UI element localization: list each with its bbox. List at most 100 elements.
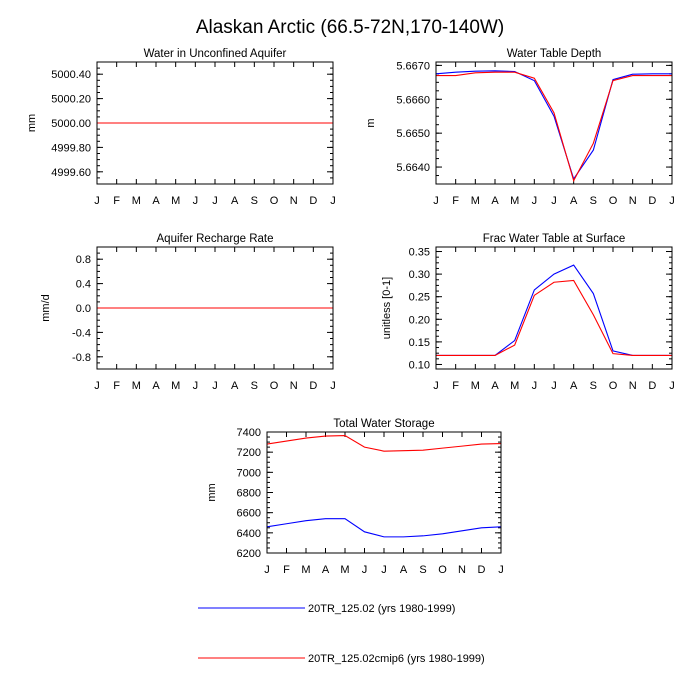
x-tick-label: J	[498, 564, 504, 576]
y-tick-label: 0.15	[409, 337, 430, 349]
x-tick-label: J	[264, 564, 270, 576]
x-tick-label: S	[251, 380, 258, 392]
y-tick-label: 4999.60	[51, 167, 91, 179]
x-tick-label: J	[193, 195, 199, 207]
x-tick-label: D	[309, 380, 317, 392]
x-tick-label: J	[669, 380, 675, 392]
panel-title: Frac Water Table at Surface	[483, 233, 626, 245]
y-tick-label: 0.20	[409, 314, 430, 326]
x-tick-label: N	[290, 195, 298, 207]
x-tick-label: F	[452, 380, 459, 392]
series-line-run2	[436, 279, 672, 356]
x-tick-label: J	[212, 195, 218, 207]
x-tick-label: M	[132, 380, 141, 392]
y-tick-label: 5.6640	[396, 162, 430, 174]
y-tick-label: 6200	[237, 548, 261, 560]
x-tick-label: A	[491, 380, 499, 392]
x-tick-label: D	[648, 195, 656, 207]
x-tick-label: S	[590, 380, 597, 392]
series-line-run1	[436, 264, 672, 356]
x-tick-label: O	[270, 380, 279, 392]
x-tick-label: J	[669, 195, 675, 207]
plot-frame	[435, 61, 673, 185]
y-tick-label: 7000	[237, 467, 261, 479]
y-tick-label: 5000.00	[51, 118, 91, 130]
y-tick-label: 6400	[237, 528, 261, 540]
x-tick-label: M	[510, 380, 519, 392]
x-tick-label: M	[471, 195, 480, 207]
x-tick-label: F	[113, 380, 120, 392]
x-tick-label: M	[171, 195, 180, 207]
x-tick-label: A	[570, 380, 578, 392]
series-line-run2	[266, 434, 502, 452]
x-tick-label: O	[609, 195, 618, 207]
y-tick-label: 0.10	[409, 359, 430, 371]
y-axis-label: unitless [0-1]	[381, 277, 393, 339]
plot-frame	[96, 246, 334, 370]
y-tick-label: 7200	[237, 447, 261, 459]
x-tick-label: D	[478, 564, 486, 576]
y-tick-label: 0.25	[409, 292, 430, 304]
x-tick-label: M	[510, 195, 519, 207]
x-tick-label: M	[471, 380, 480, 392]
y-tick-label: 0.8	[76, 254, 91, 266]
x-tick-label: N	[629, 195, 637, 207]
x-tick-label: J	[551, 380, 557, 392]
panel-frac-water-table-at-surface: Frac Water Table at Surface unitless [0-1…	[381, 233, 675, 392]
legend: 20TR_125.02 (yrs 1980-1999) 20TR_125.02c…	[198, 603, 485, 665]
x-tick-label: M	[340, 564, 349, 576]
x-tick-label: J	[532, 380, 538, 392]
x-tick-label: J	[330, 380, 336, 392]
y-axis-label: mm/d	[40, 294, 52, 322]
x-tick-label: J	[532, 195, 538, 207]
panel-title: Total Water Storage	[333, 418, 434, 430]
series-line-run1	[435, 70, 672, 181]
x-tick-label: N	[458, 564, 466, 576]
x-tick-label: J	[330, 195, 336, 207]
y-tick-label: 5.6670	[396, 60, 430, 72]
x-tick-label: A	[322, 564, 330, 576]
x-tick-label: A	[231, 380, 239, 392]
legend-label-run2: 20TR_125.02cmip6 (yrs 1980-1999)	[308, 653, 485, 665]
y-tick-label: 6800	[237, 488, 261, 500]
series-line-run2	[436, 71, 672, 183]
x-tick-label: J	[381, 564, 387, 576]
plot-frame	[435, 246, 673, 370]
y-tick-label: 0.35	[409, 247, 430, 259]
y-tick-label: 5000.20	[51, 94, 91, 106]
x-tick-label: O	[270, 195, 279, 207]
x-tick-label: F	[113, 195, 120, 207]
x-tick-label: A	[152, 380, 160, 392]
series-line-run1	[266, 518, 502, 538]
x-tick-label: J	[551, 195, 557, 207]
figure-title: Alaskan Arctic (66.5-72N,170-140W)	[196, 17, 504, 38]
x-tick-label: A	[152, 195, 160, 207]
panel-title: Aquifer Recharge Rate	[157, 233, 274, 245]
y-tick-label: 6600	[237, 508, 261, 520]
y-axis-label: m	[365, 118, 377, 127]
x-tick-label: F	[283, 564, 290, 576]
plot-frame	[266, 431, 502, 554]
y-tick-label: -0.8	[72, 352, 91, 364]
y-tick-label: 0.30	[409, 269, 430, 281]
x-tick-label: J	[193, 380, 199, 392]
y-tick-label: 5000.40	[51, 69, 91, 81]
y-tick-label: 5.6650	[396, 128, 430, 140]
x-tick-label: A	[400, 564, 408, 576]
y-tick-label: 0.4	[76, 279, 91, 291]
x-tick-label: D	[648, 380, 656, 392]
x-tick-label: J	[94, 380, 100, 392]
x-tick-label: A	[491, 195, 499, 207]
panel-title: Water Table Depth	[507, 48, 602, 60]
y-tick-label: 7400	[237, 427, 261, 439]
x-tick-label: A	[231, 195, 239, 207]
x-tick-label: J	[212, 380, 218, 392]
x-tick-label: S	[419, 564, 426, 576]
plot-frame	[96, 61, 334, 185]
x-tick-label: N	[629, 380, 637, 392]
x-tick-label: M	[132, 195, 141, 207]
